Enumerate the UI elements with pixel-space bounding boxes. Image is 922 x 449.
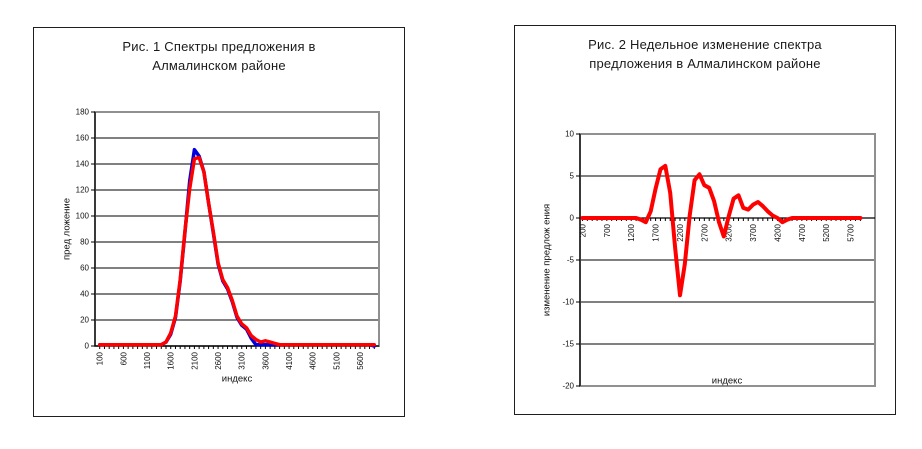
figure-1-chart: Рис. 1 Спектры предложения в Алмалинском…: [33, 27, 405, 417]
y-tick-label: -10: [562, 298, 574, 307]
y-tick-label: 180: [76, 108, 90, 117]
x-tick-label: 3200: [725, 223, 734, 241]
chart-1-y-axis-title: пред ложение: [61, 198, 73, 260]
y-tick-label: 160: [76, 134, 90, 143]
x-tick-label: 3700: [749, 223, 758, 241]
x-tick-label: 1100: [143, 351, 152, 369]
y-tick-label: 5: [570, 172, 575, 181]
x-tick-label: 3100: [238, 351, 247, 369]
x-tick-label: 600: [119, 351, 128, 365]
chart-2-title-line2: предложения в Алмалинском районе: [589, 56, 821, 71]
y-tick-label: 100: [76, 212, 90, 221]
y-tick-label: -15: [562, 340, 574, 349]
chart-1-title-line1: Рис. 1 Спектры предложения в: [122, 39, 316, 54]
chart-2-title-line1: Рис. 2 Недельное изменение спектра: [588, 37, 822, 52]
x-tick-label: 3600: [261, 351, 270, 369]
red-series: [580, 163, 863, 298]
x-tick-label: 2600: [214, 351, 223, 369]
red-series: [97, 155, 377, 347]
x-tick-label: 5200: [822, 223, 831, 241]
y-tick-label: 20: [80, 316, 89, 325]
chart-2-y-axis-title: изменение предлож ения: [541, 203, 553, 317]
x-tick-label: 100: [96, 351, 105, 365]
x-tick-label: 5600: [356, 351, 365, 369]
y-tick-label: 40: [80, 290, 89, 299]
x-tick-label: 4600: [309, 351, 318, 369]
x-tick-label: 5700: [847, 223, 856, 241]
y-tick-label: 0: [570, 214, 575, 223]
x-tick-label: 4200: [773, 223, 782, 241]
chart-2-plot: -20 -15 -10 -5 0 5 10 200 700 1200 1700 2200 2700 320…: [562, 130, 876, 391]
chart-2-title: Рис. 2 Недельное изменение спектра предл…: [515, 35, 895, 73]
y-tick-label: 0: [85, 342, 90, 351]
x-tick-label: 1600: [167, 351, 176, 369]
y-tick-label: 140: [76, 160, 90, 169]
y-tick-label: 60: [80, 264, 89, 273]
chart-1-title: Рис. 1 Спектры предложения в Алмалинском…: [34, 37, 404, 75]
y-tick-label: -20: [562, 382, 574, 391]
y-tick-label: -5: [567, 256, 575, 265]
figure-2-chart: Рис. 2 Недельное изменение спектра предл…: [514, 25, 896, 415]
x-tick-label: 2100: [190, 351, 199, 369]
x-tick-label: 4100: [285, 351, 294, 369]
x-tick-label: 1200: [627, 223, 636, 241]
x-tick-label: 200: [578, 223, 587, 237]
chart-1-title-line2: Алмалинском районе: [152, 58, 286, 73]
y-tick-label: 120: [76, 186, 90, 195]
x-tick-label: 5100: [332, 351, 341, 369]
x-tick-label: 1700: [652, 223, 661, 241]
x-tick-label: 2700: [700, 223, 709, 241]
chart-1-x-axis-title: индекс: [221, 373, 253, 385]
chart-1-plot: 0 20 40 60 80 100 120 140 160 180 100 600 1100 1600 21…: [76, 108, 380, 370]
y-tick-label: 80: [80, 238, 89, 247]
x-tick-label: 700: [603, 223, 612, 237]
x-tick-label: 2200: [676, 223, 685, 241]
y-tick-label: 10: [565, 130, 574, 139]
chart-2-x-axis-title: индекс: [711, 375, 743, 387]
x-tick-label: 4700: [798, 223, 807, 241]
